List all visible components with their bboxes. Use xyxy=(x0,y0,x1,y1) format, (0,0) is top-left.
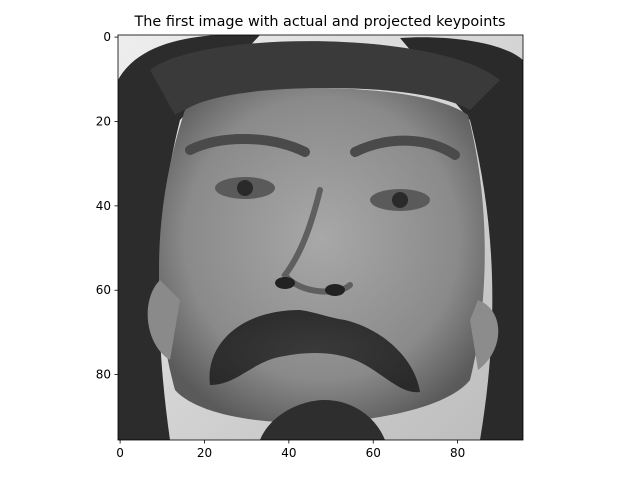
right-eyebrow xyxy=(350,135,460,160)
left-eyebrow xyxy=(185,134,310,157)
y-tick-label: 0 xyxy=(103,30,111,44)
x-tick-label: 20 xyxy=(197,446,212,460)
y-tick-label: 60 xyxy=(96,283,111,297)
nostril-left xyxy=(275,277,295,289)
right-pupil xyxy=(392,192,408,208)
x-tick-label: 40 xyxy=(281,446,296,460)
x-tick-label: 80 xyxy=(450,446,465,460)
y-tick-label: 20 xyxy=(96,114,111,128)
left-ear xyxy=(147,280,180,360)
axes-frame xyxy=(117,34,524,441)
chart-title: The first image with actual and projecte… xyxy=(134,14,506,30)
image-area xyxy=(118,35,523,440)
y-tick-label: 80 xyxy=(96,368,111,382)
nostril-right xyxy=(325,284,345,296)
left-pupil xyxy=(237,180,253,196)
x-axis: 0 20 40 60 80 xyxy=(116,440,465,460)
right-ear xyxy=(470,300,499,370)
y-tick-label: 40 xyxy=(96,199,111,213)
mustache xyxy=(209,310,420,393)
beard xyxy=(260,400,385,440)
x-tick-label: 60 xyxy=(366,446,381,460)
x-tick-label: 0 xyxy=(116,446,124,460)
y-axis: 0 20 40 60 80 xyxy=(96,30,118,382)
hair-top xyxy=(150,41,500,115)
